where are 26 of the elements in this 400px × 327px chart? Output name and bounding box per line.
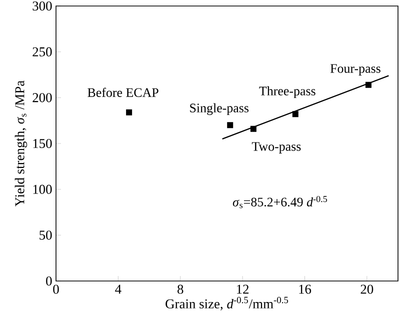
annotation: Single-pass xyxy=(190,103,249,116)
y-axis-title: Yield strength, σ$_{s}$ /MPa xyxy=(14,80,28,206)
x-tick-label: 4 xyxy=(115,284,122,294)
x-axis-title: Grain size, d$^{-0.5}$/mm$^{-0.5}$ xyxy=(166,296,288,310)
y-tick-label: 100 xyxy=(33,184,52,194)
annotation: Four-pass xyxy=(330,64,380,76)
point xyxy=(250,126,256,132)
annotation: Before ECAP xyxy=(88,88,158,97)
y-tick-label: 50 xyxy=(40,230,52,240)
point xyxy=(126,109,132,116)
y-tick-label: 150 xyxy=(33,138,52,148)
y-tick-label: 0 xyxy=(46,276,52,286)
x-tick-label: 8 xyxy=(178,284,184,294)
annotation: Two-pass xyxy=(252,142,301,154)
point xyxy=(365,82,372,88)
annotation: Three-pass xyxy=(259,86,316,98)
x-tick-label: 20 xyxy=(360,284,374,294)
annotation: σ$_{s}$=85.2+6.49 d$^{-0.5}$ xyxy=(232,196,328,208)
y-tick-label: 200 xyxy=(32,93,52,102)
x-tick-label: 0 xyxy=(53,284,59,294)
point xyxy=(227,122,234,128)
point xyxy=(292,111,298,118)
y-tick-label: 250 xyxy=(32,47,52,56)
x-tick-label: 16 xyxy=(299,284,312,294)
y-tick-label: 300 xyxy=(32,1,52,11)
x-tick-label: 12 xyxy=(237,284,249,294)
